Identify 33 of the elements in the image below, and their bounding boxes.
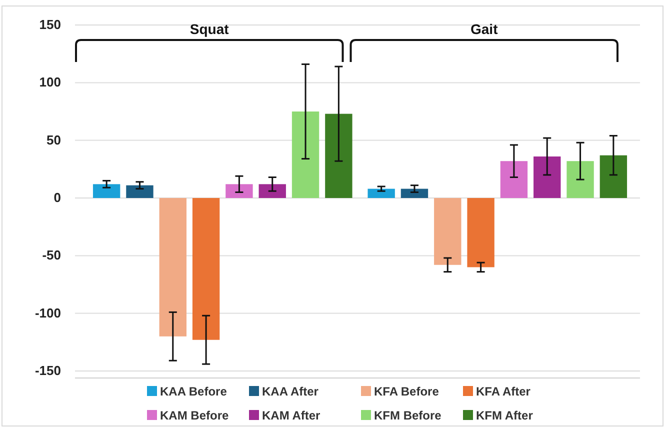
bar [325, 114, 352, 198]
legend-label: KAA After [262, 384, 319, 398]
y-tick-label: 150 [39, 17, 61, 32]
bar [434, 198, 462, 265]
bar [258, 184, 286, 198]
legend-label: KFA Before [374, 384, 440, 398]
bar [566, 161, 594, 198]
bar [226, 184, 253, 198]
legend-label: KFM After [476, 408, 534, 422]
legend-label: KFM Before [374, 408, 442, 422]
y-tick-label: 50 [46, 132, 61, 148]
bar [400, 188, 428, 198]
bar [534, 156, 561, 198]
bar [159, 198, 186, 336]
legend-label: KAA Before [160, 384, 228, 398]
legend-label: KAM Before [160, 408, 229, 422]
bar [192, 198, 220, 340]
bar [92, 184, 120, 198]
y-tick-label: -150 [34, 363, 61, 378]
y-tick-label: -100 [34, 305, 61, 320]
bar [500, 161, 528, 198]
y-tick-label: 100 [39, 74, 61, 90]
bar [126, 185, 154, 198]
bar [467, 198, 494, 268]
x-tick-label: Squat [190, 21, 230, 37]
y-tick-label: 0 [54, 190, 61, 205]
y-tick-label: -50 [42, 248, 61, 263]
x-tick-label: Gait [470, 21, 498, 37]
bar [368, 188, 395, 198]
legend-label: KFA After [476, 384, 531, 398]
bar [600, 155, 628, 198]
legend-label: KAM After [262, 408, 321, 422]
bar [292, 112, 320, 198]
